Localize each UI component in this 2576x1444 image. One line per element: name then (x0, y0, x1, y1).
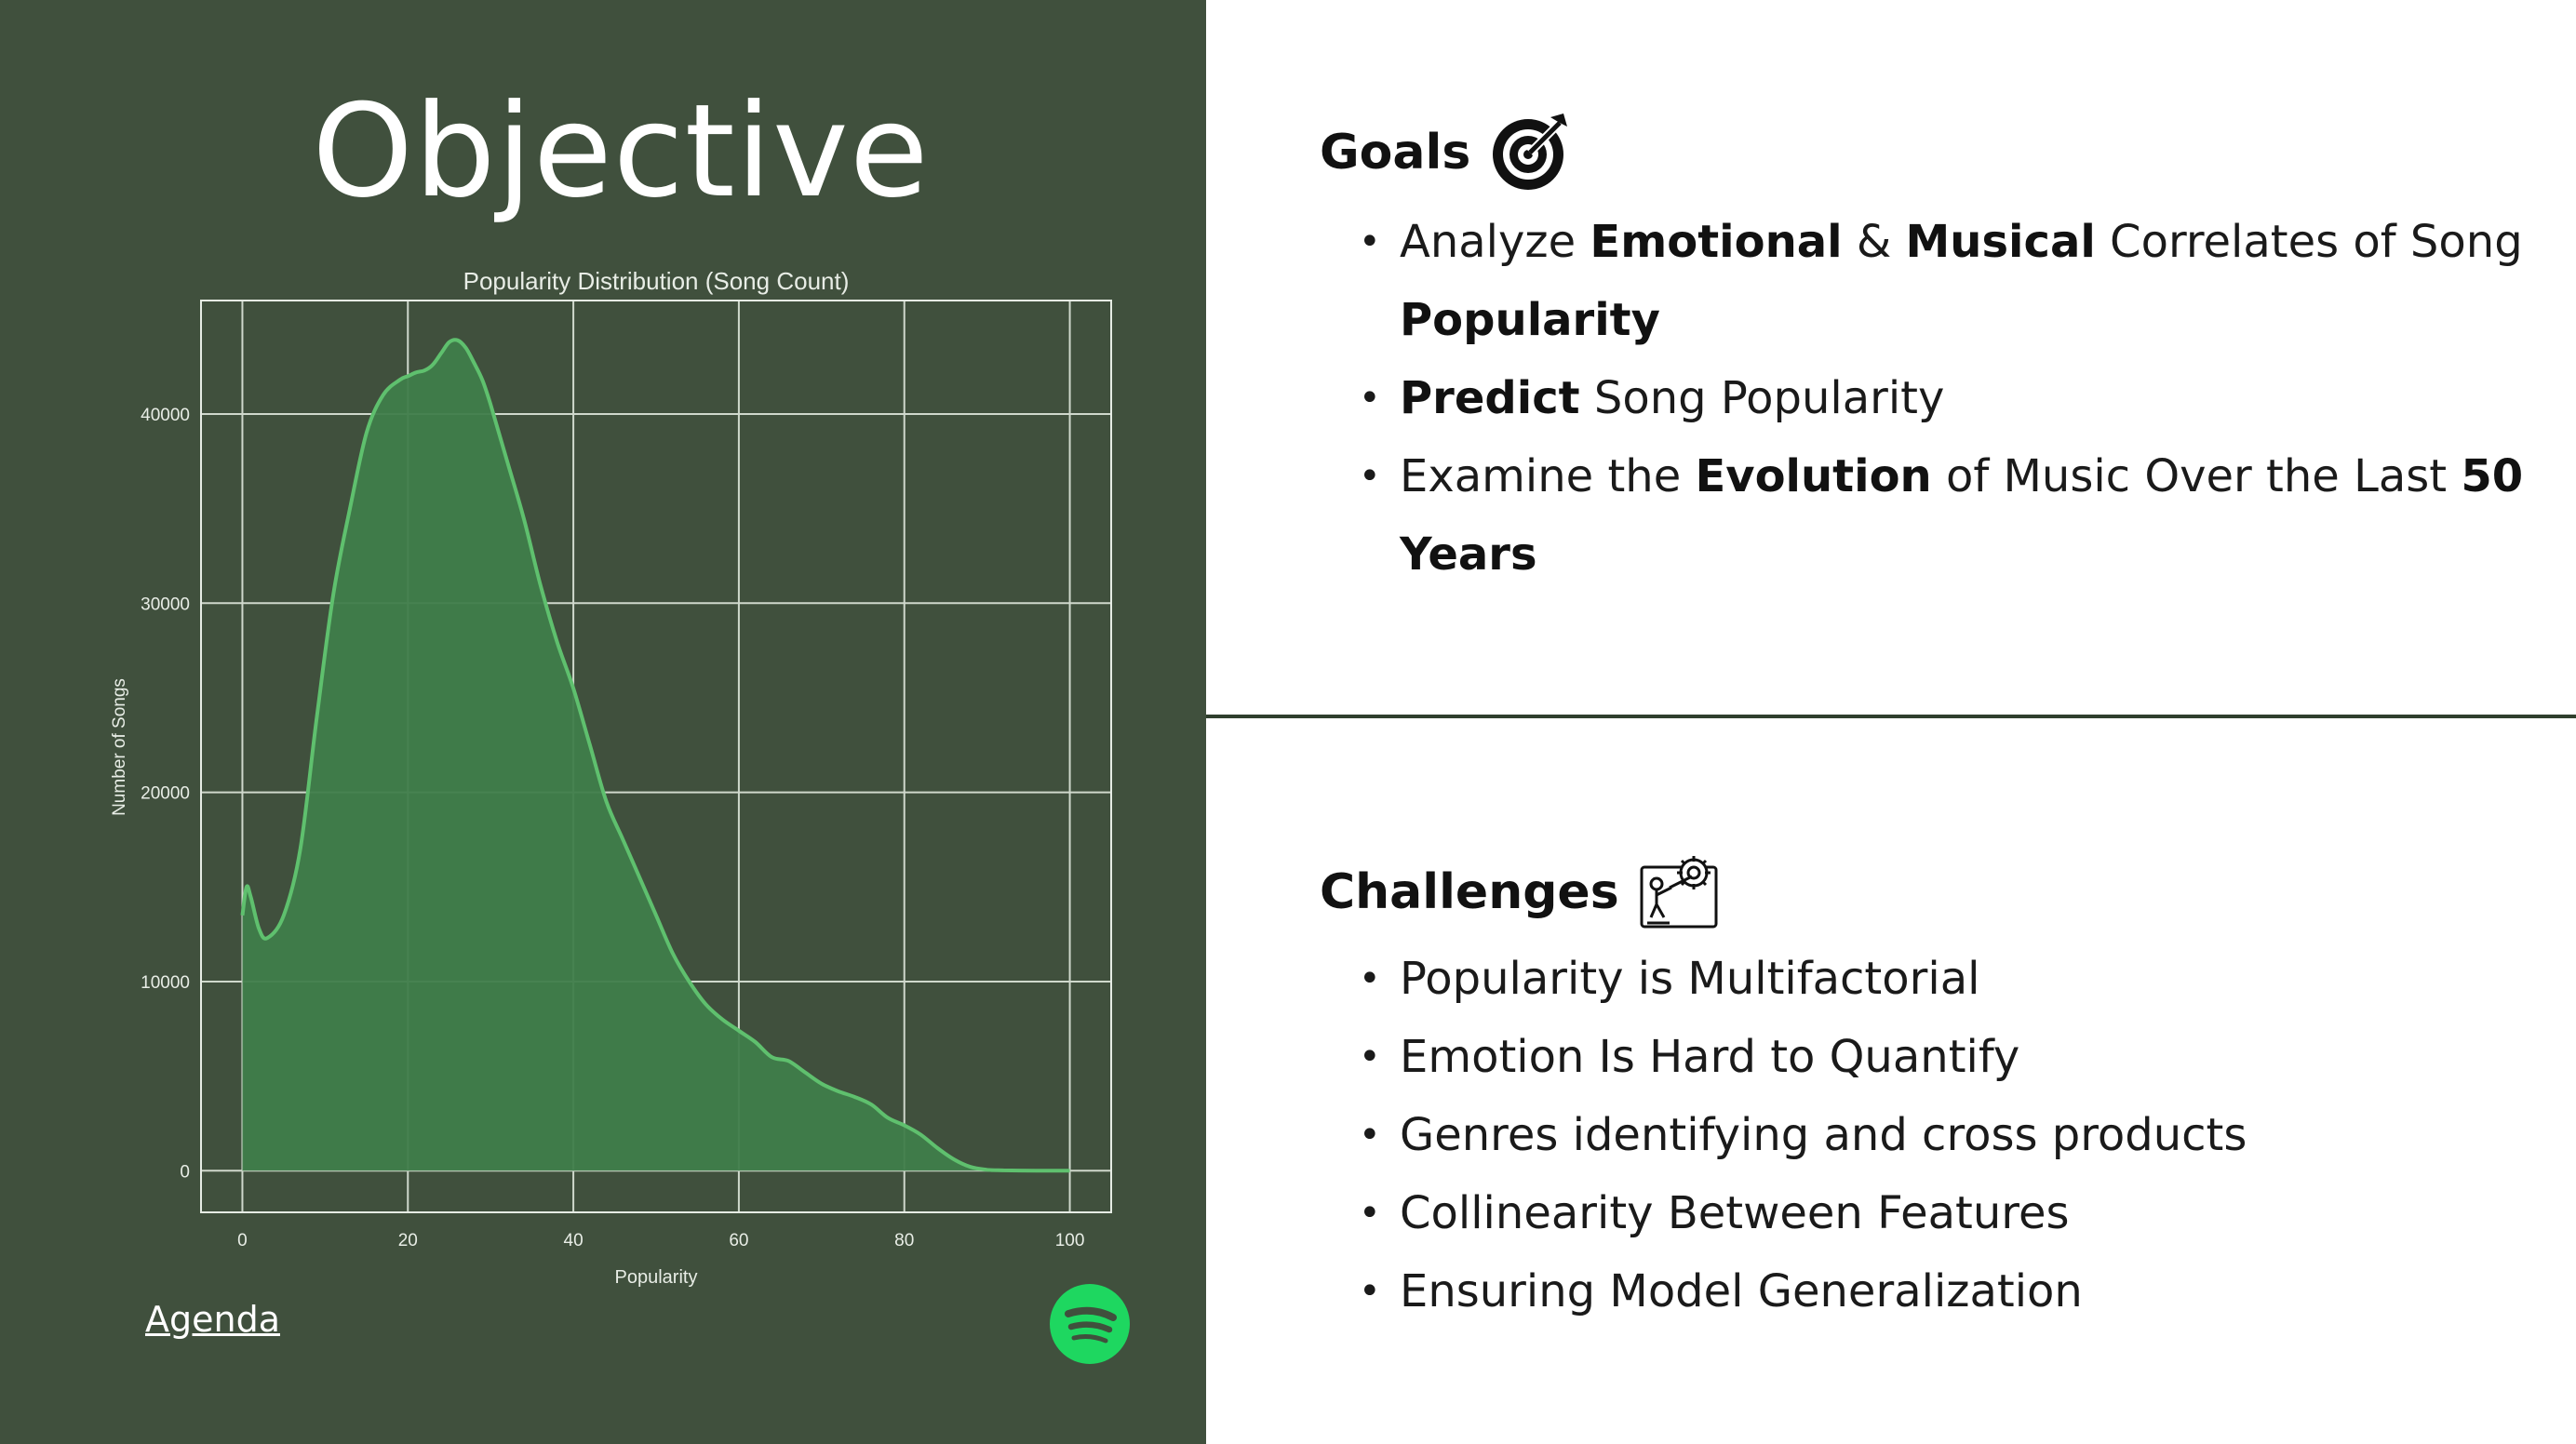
goal-item-predict: Predict Song Popularity (1359, 359, 2531, 437)
challenge-item: Popularity is Multifactorial (1359, 940, 2531, 1018)
challenge-item: Emotion Is Hard to Quantify (1359, 1018, 2531, 1096)
goals-heading: Goals (1320, 112, 1571, 194)
chart-y-tick-label: 40000 (141, 406, 190, 425)
challenges-list: Popularity is Multifactorial Emotion Is … (1359, 940, 2531, 1330)
chart-y-axis-label: Number of Songs (110, 678, 129, 816)
challenges-heading: Challenges (1320, 850, 1722, 934)
spotify-logo-icon (1050, 1284, 1130, 1364)
chart-y-tick-label: 30000 (141, 595, 190, 614)
gear-push-icon (1638, 850, 1722, 934)
challenge-item: Genres identifying and cross products (1359, 1096, 2531, 1174)
slide-title: Objective (312, 76, 930, 226)
chart-x-tick-label: 60 (729, 1231, 748, 1250)
chart-x-tick-label: 100 (1055, 1231, 1085, 1250)
challenge-item: Ensuring Model Generalization (1359, 1252, 2531, 1330)
chart-x-tick-label: 80 (894, 1231, 914, 1250)
chart-y-tick-label: 0 (180, 1162, 190, 1182)
chart-x-axis-label: Popularity (615, 1267, 698, 1288)
chart-x-tick-label: 0 (237, 1231, 248, 1250)
chart-y-tick-label: 20000 (141, 784, 190, 804)
chart-title: Popularity Distribution (Song Count) (463, 267, 850, 295)
challenge-item: Collinearity Between Features (1359, 1174, 2531, 1252)
goal-item-analyze: Analyze Emotional & Musical Correlates o… (1359, 203, 2531, 359)
challenges-heading-text: Challenges (1320, 864, 1619, 920)
chart-x-tick-label: 40 (564, 1231, 584, 1250)
goals-list: Analyze Emotional & Musical Correlates o… (1359, 203, 2531, 594)
section-divider (1206, 715, 2576, 718)
goal-item-evolution: Examine the Evolution of Music Over the … (1359, 437, 2531, 594)
chart-x-tick-label: 20 (398, 1231, 418, 1250)
chart-area-series (242, 340, 1070, 1171)
goals-heading-text: Goals (1320, 125, 1471, 180)
chart-ticks: 0 20 40 60 80 100 0 10000 20000 30000 40000 (141, 406, 1084, 1250)
popularity-chart: 0 20 40 60 80 100 0 10000 20000 30000 40000 Popula… (110, 267, 1112, 1288)
chart-y-tick-label: 10000 (141, 973, 190, 993)
agenda-link[interactable]: Agenda (145, 1299, 280, 1340)
chart-plot-frame (200, 300, 1112, 1213)
target-icon (1489, 112, 1571, 194)
chart-line-series (240, 338, 1070, 1173)
